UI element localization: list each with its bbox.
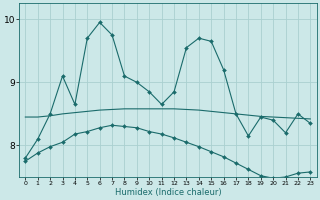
X-axis label: Humidex (Indice chaleur): Humidex (Indice chaleur) xyxy=(115,188,221,197)
